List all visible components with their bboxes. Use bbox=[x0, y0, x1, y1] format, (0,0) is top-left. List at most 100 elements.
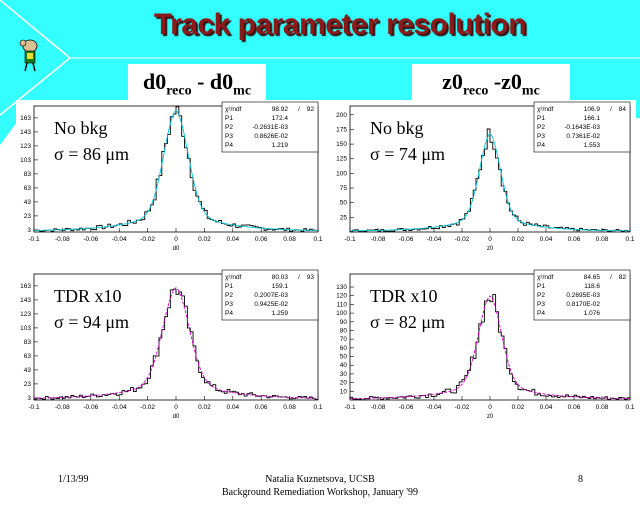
x-tick-label: 0.1 bbox=[313, 236, 322, 243]
x-tick-label: -0.02 bbox=[140, 236, 155, 243]
histogram-series bbox=[33, 288, 319, 400]
stats-box bbox=[533, 269, 631, 321]
y-tick-label: 90 bbox=[340, 319, 348, 326]
y-tick-label: 23 bbox=[24, 381, 32, 388]
y-tick-label: 25 bbox=[340, 214, 348, 221]
stats-value: 0.9425E-02 bbox=[254, 301, 288, 308]
panel-sigma: σ = 94 μm bbox=[54, 312, 129, 332]
col-right-mid: -z0 bbox=[488, 69, 522, 94]
stats-label: P3 bbox=[537, 133, 545, 140]
panel-label: TDR x10 bbox=[54, 286, 122, 306]
column-header-d0: d0reco - d0mc bbox=[128, 64, 266, 100]
x-tick-label: 0.08 bbox=[283, 236, 296, 243]
y-tick-label: 10 bbox=[340, 388, 348, 395]
col-left-mid: - d0 bbox=[191, 69, 234, 94]
panel-sigma: σ = 86 μm bbox=[54, 144, 129, 164]
y-tick-label: 103 bbox=[20, 157, 31, 164]
stats-label: P1 bbox=[225, 115, 233, 122]
stats-label: P1 bbox=[225, 283, 233, 290]
y-tick-label: 125 bbox=[336, 156, 347, 163]
stats-separator: / bbox=[610, 106, 612, 113]
x-tick-label: 0 bbox=[488, 404, 492, 411]
stats-label: P3 bbox=[225, 301, 233, 308]
x-tick-label: 0.06 bbox=[568, 236, 581, 243]
x-tick-label: 0.06 bbox=[255, 404, 268, 411]
stats-label: P2 bbox=[225, 124, 233, 131]
y-tick-label: 23 bbox=[24, 213, 32, 220]
y-tick-label: 40 bbox=[340, 362, 348, 369]
mascot-clipart-icon bbox=[19, 39, 38, 72]
y-tick-label: 43 bbox=[24, 367, 32, 374]
stats-value: 118.6 bbox=[584, 283, 600, 290]
panel-label: TDR x10 bbox=[370, 286, 438, 306]
y-tick-label: 143 bbox=[20, 297, 31, 304]
stats-value: 80.03 bbox=[272, 274, 289, 281]
stats-separator: / bbox=[298, 106, 300, 113]
x-tick-label: 0.08 bbox=[596, 404, 609, 411]
x-tick-label: 0 bbox=[488, 236, 492, 243]
y-tick-label: 200 bbox=[336, 112, 347, 119]
x-axis-label: z0 bbox=[487, 246, 494, 252]
stats-value: 1.553 bbox=[584, 142, 601, 149]
y-tick-label: 80 bbox=[340, 327, 348, 334]
x-tick-label: -0.08 bbox=[55, 404, 70, 411]
footer-date: 1/13/99 bbox=[58, 474, 89, 485]
x-tick-label: -0.1 bbox=[344, 236, 356, 243]
stats-label: P2 bbox=[537, 292, 545, 299]
panel-label: No bkg bbox=[370, 118, 424, 138]
stats-value: 1.259 bbox=[272, 310, 289, 317]
x-tick-label: 0 bbox=[174, 404, 178, 411]
y-tick-label: 75 bbox=[340, 185, 348, 192]
x-tick-label: -0.06 bbox=[399, 404, 414, 411]
y-tick-label: 30 bbox=[340, 371, 348, 378]
x-tick-label: -0.08 bbox=[371, 236, 386, 243]
stats-label: P2 bbox=[537, 124, 545, 131]
x-axis-label: z0 bbox=[487, 414, 494, 420]
y-tick-label: 50 bbox=[340, 354, 348, 361]
y-tick-label: 163 bbox=[20, 115, 31, 122]
slide-title: Track parameter resolution bbox=[153, 8, 527, 41]
x-tick-label: -0.04 bbox=[427, 404, 442, 411]
stats-label: χ²/ndf bbox=[225, 274, 242, 281]
x-tick-label: 0.1 bbox=[625, 404, 634, 411]
stats-label: χ²/ndf bbox=[537, 274, 554, 281]
y-tick-label: 103 bbox=[20, 325, 31, 332]
y-tick-label: 100 bbox=[336, 170, 347, 177]
y-tick-label: 163 bbox=[20, 283, 31, 290]
stats-value: 106.9 bbox=[584, 106, 601, 113]
x-tick-label: 0.04 bbox=[540, 404, 553, 411]
y-tick-label: 123 bbox=[20, 143, 31, 150]
x-tick-label: -0.1 bbox=[344, 404, 356, 411]
stats-label: χ²/ndf bbox=[537, 106, 554, 113]
x-tick-label: 0.06 bbox=[568, 404, 581, 411]
stats-value: 92 bbox=[307, 106, 315, 113]
col-right-sub1: reco bbox=[462, 83, 489, 99]
x-tick-label: 0.02 bbox=[198, 236, 211, 243]
x-tick-label: -0.06 bbox=[83, 236, 98, 243]
x-tick-label: 0.08 bbox=[596, 236, 609, 243]
fit-curve bbox=[34, 287, 318, 399]
y-tick-label: 70 bbox=[340, 336, 348, 343]
y-tick-label: 100 bbox=[336, 310, 347, 317]
footer-workshop: Background Remediation Workshop, January… bbox=[221, 487, 419, 498]
stats-value: 93 bbox=[307, 274, 315, 281]
panel-label: No bkg bbox=[54, 118, 108, 138]
y-tick-label: 83 bbox=[24, 171, 32, 178]
x-axis-label: d0 bbox=[173, 414, 180, 420]
stats-label: P2 bbox=[225, 292, 233, 299]
y-tick-label: 50 bbox=[340, 200, 348, 207]
fit-curve bbox=[350, 133, 630, 232]
x-tick-label: 0.04 bbox=[540, 236, 553, 243]
stats-label: P1 bbox=[537, 115, 545, 122]
stats-label: P4 bbox=[225, 310, 233, 317]
stats-box bbox=[221, 101, 319, 153]
x-tick-label: 0.08 bbox=[283, 404, 296, 411]
x-axis-label: d0 bbox=[173, 246, 180, 252]
stats-box bbox=[533, 101, 631, 153]
y-tick-label: 150 bbox=[336, 141, 347, 148]
y-tick-label: 3 bbox=[27, 227, 31, 234]
footer-author: Natalia Kuznetsova, UCSB bbox=[265, 474, 375, 485]
stats-label: P4 bbox=[537, 310, 545, 317]
stats-value: 0.2695E-03 bbox=[566, 292, 600, 299]
